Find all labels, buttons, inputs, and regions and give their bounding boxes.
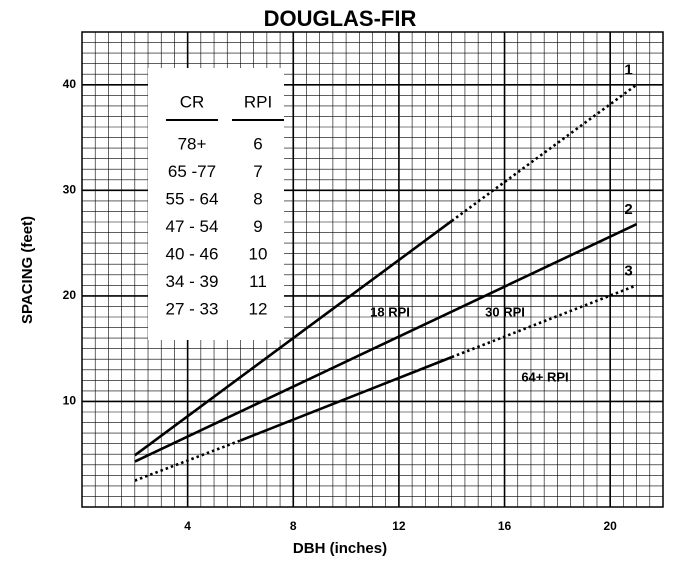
line-segment xyxy=(451,284,638,359)
table-header: RPI xyxy=(244,92,272,111)
annotation: 18 RPI xyxy=(370,304,410,319)
line-label: 2 xyxy=(624,201,632,218)
table-cell: 78+ xyxy=(178,134,207,153)
table-cell: 10 xyxy=(249,244,268,263)
table-cell: 27 - 33 xyxy=(166,299,219,318)
line-label: 3 xyxy=(624,262,632,279)
y-tick-label: 40 xyxy=(63,77,77,91)
table-cell: 65 -77 xyxy=(168,162,216,181)
line-segment xyxy=(134,222,638,463)
x-axis-label: DBH (inches) xyxy=(293,540,387,557)
x-tick-label: 4 xyxy=(184,519,191,533)
table-cell: 34 - 39 xyxy=(166,272,219,291)
chart-title: DOUGLAS-FIR xyxy=(264,6,417,31)
table-cell: 9 xyxy=(253,217,262,236)
table-cell: 8 xyxy=(253,189,262,208)
table-cell: 40 - 46 xyxy=(166,244,219,263)
x-tick-label: 16 xyxy=(498,519,512,533)
table-cell: 7 xyxy=(253,162,262,181)
y-axis-label: SPACING (feet) xyxy=(19,216,36,324)
table-cell: 47 - 54 xyxy=(166,217,219,236)
line-segment xyxy=(134,439,241,482)
annotation: 30 RPI xyxy=(485,304,525,319)
table-cell: 12 xyxy=(249,299,268,318)
plot-frame xyxy=(81,31,664,508)
line-label: 1 xyxy=(624,62,632,79)
table-header: CR xyxy=(180,92,205,111)
table-cell: 11 xyxy=(249,272,267,291)
x-tick-label: 8 xyxy=(290,519,297,533)
x-tick-label: 12 xyxy=(392,519,406,533)
line-segment xyxy=(239,355,453,442)
table-cell: 6 xyxy=(253,134,262,153)
annotation: 64+ RPI xyxy=(521,369,568,384)
x-tick-label: 20 xyxy=(604,519,618,533)
y-tick-label: 10 xyxy=(63,394,77,408)
line-segment xyxy=(134,219,453,457)
y-tick-label: 30 xyxy=(63,183,77,197)
y-tick-label: 20 xyxy=(63,288,77,302)
table-box xyxy=(148,68,284,340)
table-cell: 55 - 64 xyxy=(166,189,219,208)
